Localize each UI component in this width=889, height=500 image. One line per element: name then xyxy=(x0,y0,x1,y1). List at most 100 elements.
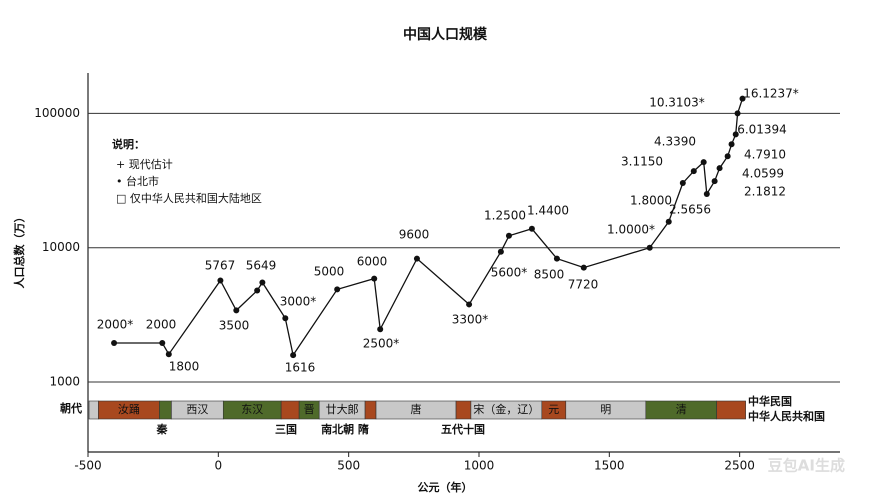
annotation: 5000 xyxy=(314,265,345,279)
annotation: 5600* xyxy=(491,266,528,280)
data-point xyxy=(703,191,710,198)
dynasty-note: 三国 xyxy=(275,423,297,436)
data-point xyxy=(739,95,746,102)
dynasty-name: 汝踊 xyxy=(118,402,140,416)
x-tick-label: 0 xyxy=(215,459,223,473)
y-axis-label: 人口总数（万） xyxy=(12,212,26,289)
annotation: 10.3103* xyxy=(649,96,705,110)
data-point xyxy=(728,141,735,148)
annotation: 3.1150 xyxy=(621,155,663,169)
data-point xyxy=(690,168,697,175)
dynasty xyxy=(88,400,99,420)
dynasty-name: 元 xyxy=(548,403,559,416)
y-tick-label: 10000 xyxy=(42,240,80,254)
x-tick-label: -500 xyxy=(74,459,101,473)
data-point xyxy=(679,180,686,187)
dynasty xyxy=(455,400,472,420)
data-point xyxy=(646,244,653,251)
annotation: 2500* xyxy=(363,337,400,351)
dynasty-name: 东汉 xyxy=(241,403,263,416)
data-point xyxy=(217,277,224,284)
dynasty-note: 秦 xyxy=(156,422,169,436)
annotation: 2.1812 xyxy=(744,185,786,199)
data-point xyxy=(466,301,473,308)
annotation: 2000* xyxy=(97,318,134,332)
annotation: 6000 xyxy=(357,255,388,269)
annotation: 6.01394 xyxy=(737,123,787,137)
annotation: 7720 xyxy=(568,278,599,292)
legend-item: + 现代估计 xyxy=(116,158,173,171)
data-point xyxy=(734,110,741,117)
data-point xyxy=(716,165,723,172)
annotation: 5767 xyxy=(205,259,236,273)
data-point xyxy=(290,352,297,359)
data-point xyxy=(505,232,512,239)
data-point xyxy=(724,153,731,160)
dynasty-name: 廿大郞 xyxy=(326,402,359,416)
dynasty-name: 晋 xyxy=(304,403,315,416)
annotation: 3500 xyxy=(219,319,250,333)
y-tick-label: 1000 xyxy=(49,374,80,388)
watermark: 豆包AI生成 xyxy=(768,457,845,475)
legend-title: 说明： xyxy=(112,137,145,151)
annotation: 8500 xyxy=(534,268,565,282)
dynasty-name: 唐 xyxy=(411,402,422,416)
annotation: 4.7910 xyxy=(744,148,786,162)
x-tick-label: 2500 xyxy=(724,459,755,473)
data-point xyxy=(553,255,560,262)
dynasty xyxy=(716,400,746,420)
data-point xyxy=(159,340,166,347)
data-point xyxy=(413,255,420,262)
data-point xyxy=(700,159,707,166)
dynasty-note: 五代十国 xyxy=(441,422,485,436)
data-point xyxy=(580,264,587,271)
annotation: 3000* xyxy=(280,295,317,309)
data-point xyxy=(334,286,341,293)
dynasty xyxy=(364,400,377,420)
annotation: 1.4400 xyxy=(527,204,569,218)
annotation: 16.1237* xyxy=(743,87,799,101)
dynasty-note: 中华人民共和国 xyxy=(748,409,825,423)
dynasty xyxy=(280,400,300,420)
x-tick-label: 500 xyxy=(337,459,360,473)
data-point xyxy=(732,131,739,138)
data-point xyxy=(528,225,535,232)
dynasty-note: 南北朝 隋 xyxy=(321,422,369,436)
annotation: 2000 xyxy=(146,318,177,332)
data-point xyxy=(233,307,240,314)
annotation: 1.2500 xyxy=(484,209,526,223)
annotation: 2.5656 xyxy=(669,203,711,217)
y-tick-label: 100000 xyxy=(34,106,80,120)
data-point xyxy=(377,326,384,333)
annotation: 9600 xyxy=(399,228,430,242)
dynasty-note: 中华民国 xyxy=(748,394,792,408)
dynasty-name: 清 xyxy=(676,403,687,416)
data-point xyxy=(665,218,672,225)
legend-item: □ 仅中华人民共和国大陆地区 xyxy=(116,191,262,205)
dynasty xyxy=(159,400,172,420)
dynasty-name: 明 xyxy=(600,403,611,416)
annotation: 4.3390 xyxy=(654,135,696,149)
data-point xyxy=(259,279,266,286)
legend-item: • 台北市 xyxy=(116,174,159,188)
x-tick-label: 1000 xyxy=(464,459,495,473)
dynasty-label: 朝代 xyxy=(60,401,82,415)
data-point xyxy=(282,315,289,322)
data-point xyxy=(371,275,378,282)
dynasty-name: 宋（金，辽） xyxy=(473,402,539,416)
annotation: 1800 xyxy=(169,360,200,374)
annotation: 3300* xyxy=(452,313,489,327)
annotation: 4.0599 xyxy=(742,167,784,181)
data-point xyxy=(165,351,172,358)
data-point xyxy=(711,178,718,185)
annotation: 1.0000* xyxy=(607,223,655,237)
chart-title: 中国人口规模 xyxy=(403,26,488,43)
annotation: 1.8000 xyxy=(630,194,672,208)
annotation: 1616 xyxy=(285,361,316,375)
x-axis-label: 公元（年） xyxy=(418,480,473,494)
data-point xyxy=(497,248,504,255)
dynasty-name: 西汉 xyxy=(186,403,208,416)
x-tick-label: 1500 xyxy=(594,459,625,473)
